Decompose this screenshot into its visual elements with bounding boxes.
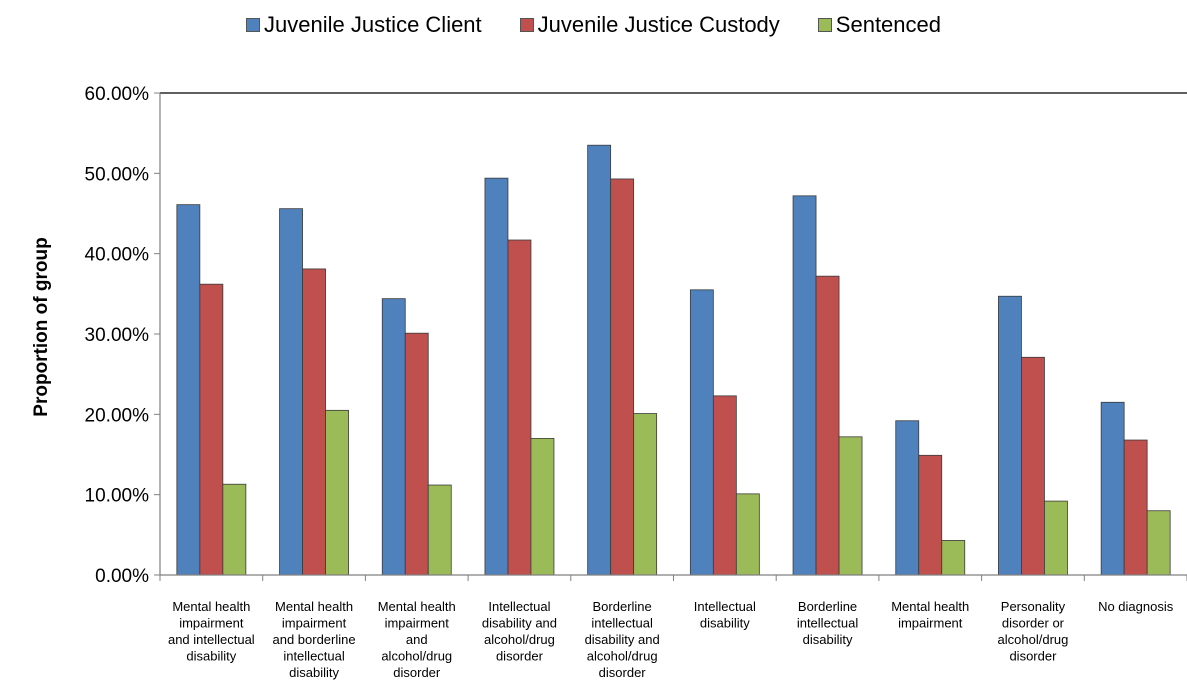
bar [404,332,429,576]
x-category-label: Mental health impairment and borderline int… [272,599,355,680]
bar [895,420,920,576]
x-category-label: Mental health impairment and alcohol/drug di… [378,599,456,680]
bar [302,268,326,576]
legend-label-client: Juvenile Justice Client [264,12,482,37]
y-tick-label: 50.00% [85,164,150,185]
bar [792,195,817,576]
bar [1146,510,1171,576]
x-category-label: Mental health impairment and intellectual d… [168,599,255,664]
bar [507,239,532,576]
bar [941,540,966,576]
chart-legend: Juvenile Justice Client Juvenile Justice… [0,12,1187,38]
legend-swatch-client [246,18,260,32]
legend-label-custody: Juvenile Justice Custody [537,12,780,37]
bar [427,484,452,576]
legend-item-juvenile-justice-custody: Juvenile Justice Custody [519,12,780,38]
bar [1021,356,1045,576]
bar [587,144,612,576]
bar [325,409,349,576]
x-category-label: Mental health impairment [891,599,969,631]
bar [838,436,863,576]
legend-item-sentenced: Sentenced [817,12,941,38]
x-category-label: Personality disorder or alcohol/drug disord… [998,599,1069,664]
bar [918,454,943,576]
bar [1123,439,1148,576]
legend-item-juvenile-justice-client: Juvenile Justice Client [246,12,482,38]
bar [176,204,201,576]
bar [735,493,760,576]
x-category-label: Intellectual disability and alcohol/drug di… [482,599,557,664]
bar [484,177,509,576]
bar [689,289,714,576]
legend-label-sentenced: Sentenced [835,12,941,37]
x-category-label: No diagnosis [1098,599,1174,614]
bar [1100,401,1125,576]
bar [199,283,224,576]
bar [712,395,737,576]
bar [530,438,555,576]
bar [998,295,1022,576]
y-tick-label: 60.00% [85,84,150,105]
y-tick-label: 20.00% [85,405,150,426]
x-category-label: Intellectual disability [694,599,756,631]
legend-swatch-sentenced [817,18,832,32]
y-tick-label: 10.00% [85,486,150,507]
bar [222,483,247,576]
bar [610,178,635,576]
x-category-label: Borderline intellectual disability and alco… [585,599,660,680]
bar [381,298,406,576]
y-tick-label: 0.00% [95,566,149,587]
bar [1044,500,1068,576]
y-tick-label: 30.00% [85,325,150,346]
bar [633,413,658,576]
y-tick-label: 40.00% [85,245,150,266]
bar [279,208,303,576]
x-category-label: Borderline intellectual disability [797,599,859,647]
bar [815,275,840,576]
legend-swatch-custody [519,18,534,32]
